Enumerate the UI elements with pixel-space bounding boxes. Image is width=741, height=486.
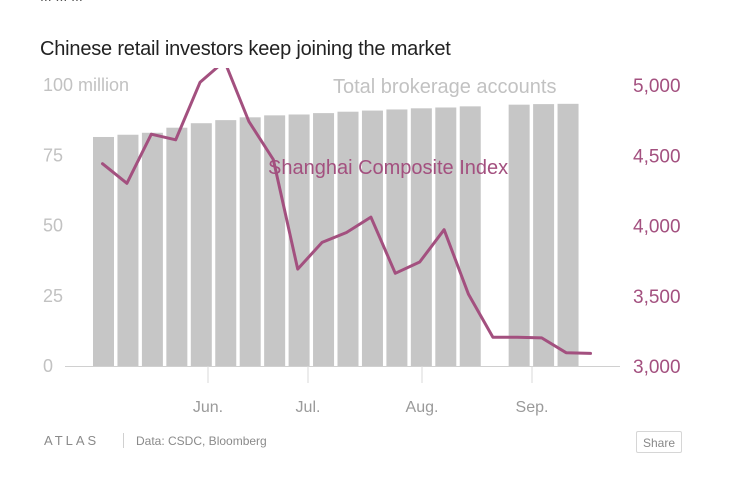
annotation-shanghai-composite: Shanghai Composite Index	[268, 157, 508, 179]
bar-brokerage-accounts	[190, 123, 212, 366]
clipped-header-text: ... ... ...	[40, 0, 83, 4]
x-tick-label: Jul.	[296, 399, 321, 416]
bar-brokerage-accounts	[215, 120, 237, 366]
right-axis-label: 5,000	[633, 76, 681, 97]
data-source: Data: CSDC, Bloomberg	[136, 434, 267, 448]
bar-brokerage-accounts	[557, 103, 579, 367]
bar-brokerage-accounts	[288, 114, 310, 366]
left-axis-label: 0	[43, 356, 53, 376]
x-tick-label: Aug.	[406, 399, 439, 416]
left-axis-label: 75	[43, 145, 63, 165]
left-axis-label: 50	[43, 216, 63, 236]
annotation-brokerage-accounts: Total brokerage accounts	[333, 76, 556, 98]
bar-brokerage-accounts	[459, 106, 481, 366]
right-axis-label: 4,000	[633, 217, 681, 238]
bar-brokerage-accounts	[410, 108, 432, 366]
bar-brokerage-accounts	[166, 127, 188, 366]
right-axis-label: 4,500	[633, 146, 681, 167]
left-axis-label: 25	[43, 286, 63, 306]
bar-brokerage-accounts	[533, 104, 555, 366]
bar-brokerage-accounts	[508, 104, 530, 367]
atlas-logo[interactable]: ATLAS	[44, 433, 100, 448]
right-axis-label: 3,000	[633, 357, 681, 378]
x-tick-label: Jun.	[193, 399, 223, 416]
left-axis-label: 100 million	[43, 75, 129, 95]
right-axis-label: 3,500	[633, 287, 681, 308]
bar-brokerage-accounts	[264, 115, 286, 367]
bar-brokerage-accounts	[386, 109, 408, 367]
bar-brokerage-accounts	[93, 136, 114, 366]
bar-brokerage-accounts	[117, 134, 139, 366]
bar-brokerage-accounts	[361, 110, 383, 366]
share-button[interactable]: Share	[636, 431, 682, 453]
bar-brokerage-accounts	[337, 111, 359, 366]
bar-brokerage-accounts	[313, 113, 335, 366]
footer-divider	[123, 433, 124, 448]
bar-brokerage-accounts	[239, 117, 261, 366]
chart-title: Chinese retail investors keep joining th…	[40, 38, 451, 60]
x-tick-label: Sep.	[516, 399, 549, 416]
line-shanghai-composite	[101, 68, 592, 355]
bar-brokerage-accounts	[141, 132, 163, 366]
